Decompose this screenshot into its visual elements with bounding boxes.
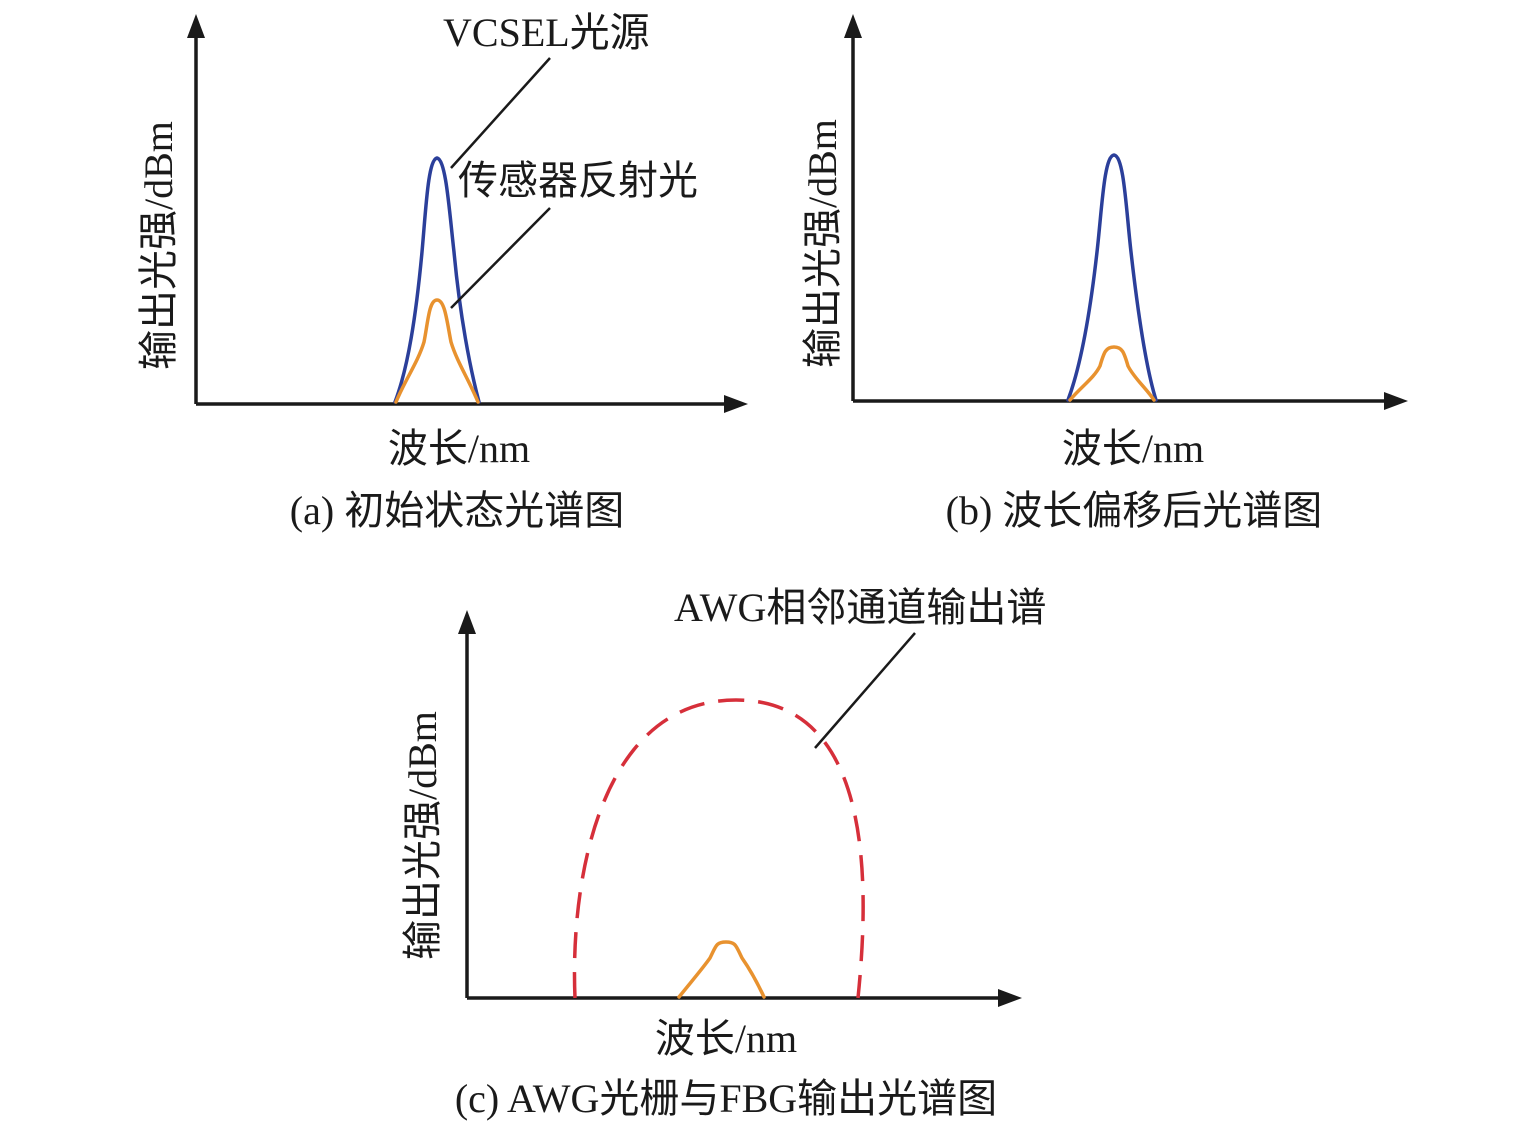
panel-a-source-leader xyxy=(450,57,551,169)
panel-c-axes xyxy=(458,610,1022,1007)
panel-a-reflected-leader xyxy=(450,207,551,309)
panel-b-axes xyxy=(844,14,1408,410)
panel-c-awg-leader xyxy=(814,632,916,749)
panel-a-reflected-curve xyxy=(394,298,480,404)
panel-a-y-axis-label: 输出光强/dBm xyxy=(136,121,181,370)
panel-a-caption: (a) 初始状态光谱图 xyxy=(290,488,624,533)
panel-b-y-axis-label: 输出光强/dBm xyxy=(800,119,845,368)
panel-c-awg-curve xyxy=(572,698,865,999)
panel-a-axes xyxy=(187,14,748,413)
panel-c-y-axis-label: 输出光强/dBm xyxy=(400,711,445,960)
panel-a-source-curve xyxy=(393,156,481,404)
panel-b-source-curve xyxy=(1066,153,1158,402)
panel-a-reflected-label: 传感器反射光 xyxy=(458,158,698,203)
panel-c: AWG相邻通道输出谱 输出光强/dBm 波长/nm (c) AWG光栅与FBG输… xyxy=(400,585,1046,1121)
panel-a-x-axis-label: 波长/nm xyxy=(388,426,530,471)
panel-c-caption: (c) AWG光栅与FBG输出光谱图 xyxy=(455,1076,997,1121)
panel-b: 输出光强/dBm 波长/nm (b) 波长偏移后光谱图 xyxy=(800,14,1408,533)
panel-b-reflected-curve xyxy=(1068,345,1156,402)
panel-c-reflected-curve xyxy=(677,940,766,999)
panel-c-awg-label: AWG相邻通道输出谱 xyxy=(674,585,1046,630)
panel-b-caption: (b) 波长偏移后光谱图 xyxy=(946,488,1323,533)
panel-a: VCSEL光源 传感器反射光 输出光强/dBm 波长/nm (a) 初始状态光谱… xyxy=(136,10,748,533)
panel-a-source-label: VCSEL光源 xyxy=(443,10,650,55)
panel-c-x-axis-label: 波长/nm xyxy=(655,1016,797,1061)
panel-b-x-axis-label: 波长/nm xyxy=(1062,426,1204,471)
